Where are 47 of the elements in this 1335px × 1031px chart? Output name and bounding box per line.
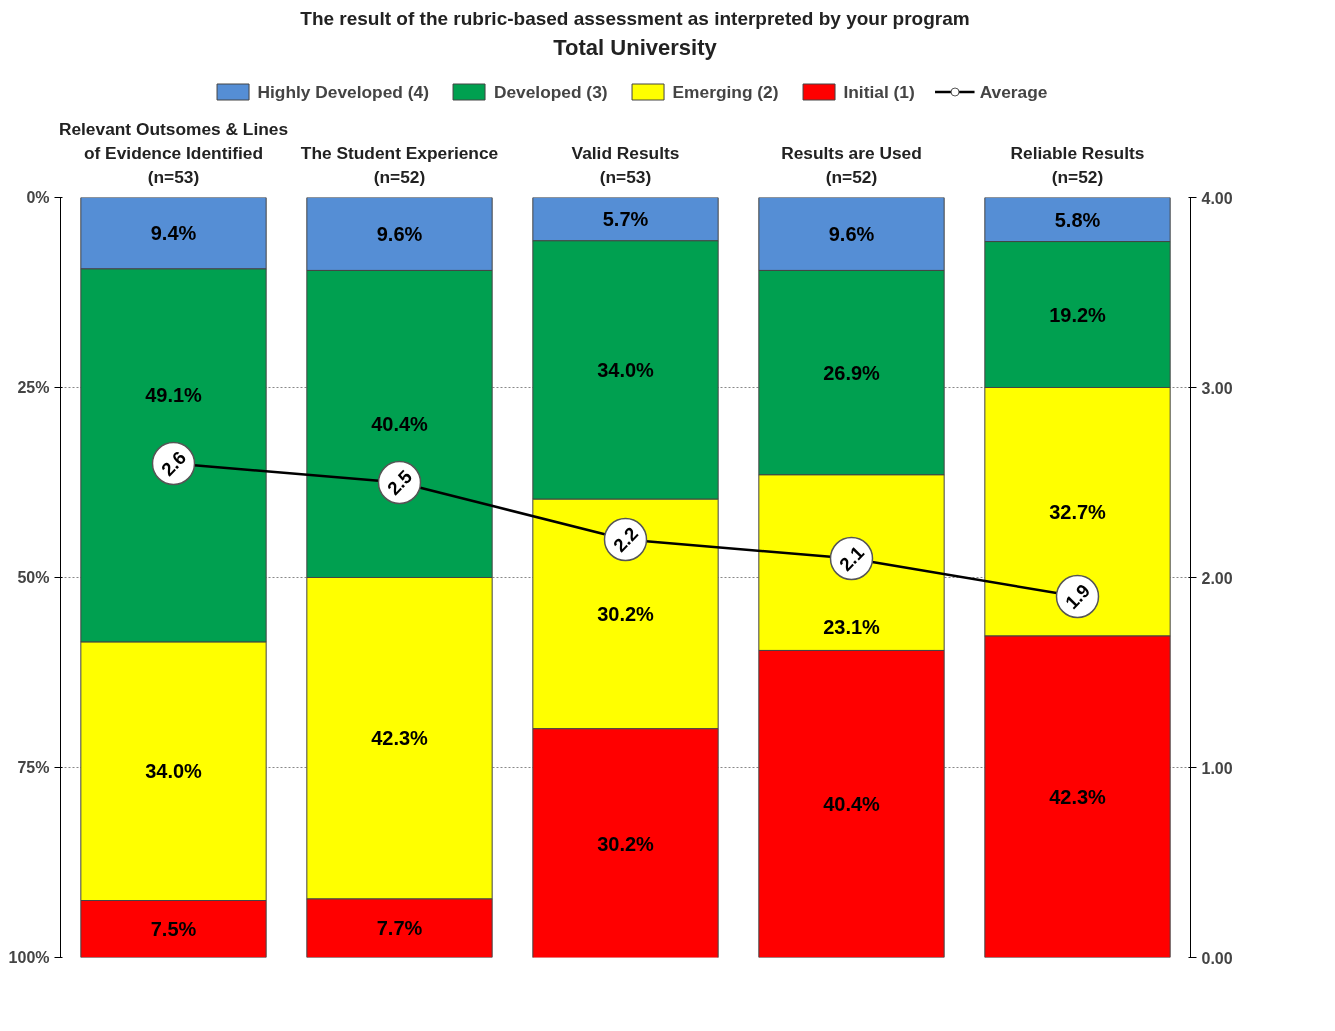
legend-label: Emerging (2) xyxy=(672,81,779,103)
y2-tick-label: 3.00 xyxy=(1201,379,1233,397)
chart-subtitle: Total University xyxy=(552,34,718,63)
x-tick-label: Results are Used (n=52) xyxy=(781,142,922,187)
data-label: 7.7% xyxy=(376,916,423,939)
data-label: 40.4% xyxy=(823,792,881,815)
x-tick-label: Valid Results (n=53) xyxy=(571,142,680,187)
data-label: 34.0% xyxy=(145,759,203,782)
data-label: 32.7% xyxy=(1049,500,1107,523)
data-label: 30.2% xyxy=(597,602,655,625)
y2-tick-label: 4.00 xyxy=(1201,189,1233,207)
data-label: 42.3% xyxy=(371,726,429,749)
data-label: 34.0% xyxy=(597,358,655,381)
legend-label: Initial (1) xyxy=(843,81,915,103)
chart-title: The result of the rubric-based assessment as interpreted by your program xyxy=(300,7,970,31)
y-tick-label: 50% xyxy=(17,568,50,586)
data-label: 42.3% xyxy=(1049,785,1107,808)
y2-tick-label: 0.00 xyxy=(1201,949,1233,967)
data-label: 19.2% xyxy=(1049,303,1107,326)
y-tick-label: 0% xyxy=(26,188,50,206)
data-label: 9.6% xyxy=(376,222,423,245)
y-tick-label: 75% xyxy=(17,758,50,776)
data-label: 5.8% xyxy=(1054,208,1101,231)
x-tick-label: The Student Experience (n=52) xyxy=(300,142,499,187)
x-tick-label: Reliable Results (n=52) xyxy=(1010,142,1145,187)
y2-tick-label: 1.00 xyxy=(1201,759,1233,777)
data-label: 23.1% xyxy=(823,615,881,638)
data-label: 9.4% xyxy=(150,221,197,244)
data-label: 26.9% xyxy=(823,361,881,384)
legend-label: Developed (3) xyxy=(493,81,608,103)
data-label: 30.2% xyxy=(597,832,655,855)
legend-label: Average xyxy=(979,81,1048,103)
data-label: 2.1 xyxy=(834,541,869,575)
y-tick-label: 100% xyxy=(8,948,50,966)
data-label: 49.1% xyxy=(145,383,203,406)
data-label: 7.5% xyxy=(150,917,197,940)
data-label: 1.9 xyxy=(1060,579,1095,613)
y-tick-label: 25% xyxy=(17,378,50,396)
data-label: 9.6% xyxy=(828,222,875,245)
legend-label: Highly Developed (4) xyxy=(257,81,429,103)
data-label: 2.6 xyxy=(156,446,191,480)
data-label: 5.7% xyxy=(602,207,649,230)
data-label: 2.5 xyxy=(382,465,417,499)
data-label: 40.4% xyxy=(371,412,429,435)
x-tick-label: Relevant Outsomes & Lines of Evidence Identified (n=53) xyxy=(58,118,289,187)
y2-tick-label: 2.00 xyxy=(1201,569,1233,587)
data-label: 2.2 xyxy=(608,522,643,556)
